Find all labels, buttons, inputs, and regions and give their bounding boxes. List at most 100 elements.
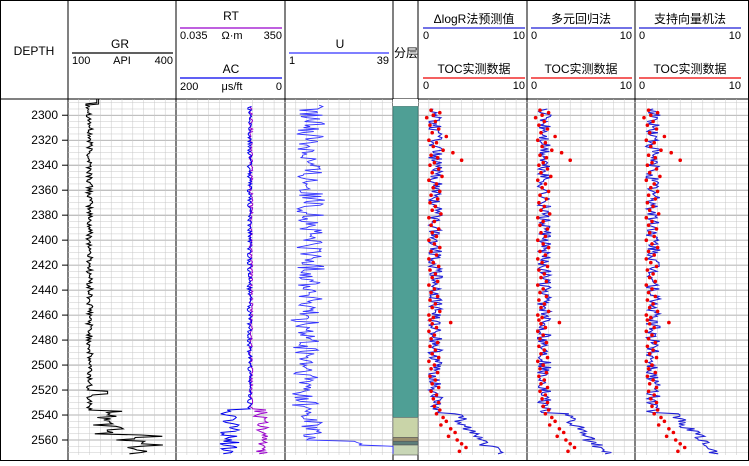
toc-measured-point xyxy=(536,359,540,364)
strata-layer xyxy=(392,437,419,442)
toc-measured-point xyxy=(434,182,439,186)
toc-measured-point xyxy=(435,155,440,160)
toc-measured-point xyxy=(539,382,543,386)
toc-measured-point xyxy=(651,378,655,382)
toc1-title: ΔlogR法预测值 xyxy=(434,11,515,26)
toc-measured-point xyxy=(655,309,660,314)
toc-measured-point xyxy=(645,318,650,322)
toc-measured-point xyxy=(439,423,443,427)
toc-measured-point xyxy=(652,182,656,186)
toc-measured-point xyxy=(652,234,656,239)
toc-measured-point xyxy=(650,219,654,224)
rt-title: RT xyxy=(223,9,239,23)
toc-measured-point xyxy=(656,423,661,427)
toc-measured-point xyxy=(435,294,440,299)
toc-measured-point xyxy=(651,119,655,124)
toc-measured-point xyxy=(538,290,542,295)
toc-measured-point xyxy=(659,415,663,420)
toc-measured-point xyxy=(539,170,543,175)
toc-measured-point xyxy=(545,355,550,360)
toc-measured-point xyxy=(538,193,542,197)
toc-measured-point xyxy=(541,287,545,291)
toc-measured-point xyxy=(428,123,432,127)
toc-measured-point xyxy=(431,144,436,149)
toc-measured-point xyxy=(561,430,566,435)
toc-measured-point xyxy=(433,272,438,276)
toc-measured-point xyxy=(438,189,442,194)
toc3-title: 支持向量机法 xyxy=(654,11,726,26)
toc-measured-point xyxy=(432,404,437,409)
toc-measured-point xyxy=(549,174,553,179)
toc-measured-point xyxy=(538,223,542,227)
depth-tick-label: 2300 xyxy=(31,108,58,122)
toc-measured-point xyxy=(430,230,435,235)
gr-top-segment xyxy=(85,99,100,106)
toc-measured-point xyxy=(533,115,538,120)
toc-measured-point xyxy=(541,160,545,165)
toc-measured-point xyxy=(540,315,544,320)
toc-measured-point xyxy=(435,340,440,345)
toc-measured-point xyxy=(536,238,540,242)
toc-measured-point xyxy=(676,449,680,454)
toc-measured-point xyxy=(647,322,652,326)
toc-measured-point xyxy=(427,215,431,220)
ac-unit: μs/ft xyxy=(221,81,242,93)
toc-measured-point xyxy=(647,230,652,235)
toc-measured-point xyxy=(448,427,453,431)
toc-measured-point xyxy=(435,370,440,375)
toc-measured-point xyxy=(427,313,431,317)
toc-measured-point xyxy=(543,182,548,186)
toc-measured-point xyxy=(649,185,653,190)
toc-prediction-curve xyxy=(644,108,719,455)
toc-measured-point xyxy=(539,305,543,310)
toc-measured-point xyxy=(441,148,445,152)
toc-measured-point xyxy=(546,309,551,314)
toc-measured-point xyxy=(545,227,550,231)
toc-measured-point xyxy=(539,322,543,326)
toc-measured-point xyxy=(644,257,649,261)
toc-measured-point xyxy=(654,355,659,360)
toc-measured-point xyxy=(658,174,662,179)
toc1-sub: TOC实测数据 xyxy=(437,61,510,76)
toc-measured-point xyxy=(653,340,658,345)
toc-measured-point xyxy=(431,185,436,190)
toc-measured-point xyxy=(645,344,650,349)
toc-measured-point xyxy=(439,212,443,216)
toc1-sub-min: 0 xyxy=(423,80,429,92)
toc-measured-point xyxy=(645,163,650,167)
toc-measured-point xyxy=(654,385,659,390)
toc-measured-point xyxy=(550,148,554,152)
toc-measured-point xyxy=(543,412,548,416)
toc-measured-point xyxy=(536,283,540,287)
toc-measured-point xyxy=(539,230,543,235)
toc-measured-point xyxy=(543,234,548,239)
toc-measured-point xyxy=(537,268,541,272)
toc-measured-point xyxy=(430,352,435,356)
toc-measured-point xyxy=(541,242,545,246)
ac-title: AC xyxy=(223,62,240,76)
toc-measured-point xyxy=(568,442,572,446)
toc-measured-point xyxy=(655,189,660,194)
toc2-min: 0 xyxy=(531,30,537,42)
toc-measured-point xyxy=(650,363,654,367)
toc-measured-point xyxy=(547,212,552,216)
toc-measured-point xyxy=(430,382,435,386)
toc-measured-point xyxy=(543,140,548,145)
toc-measured-point xyxy=(440,174,444,179)
toc-measured-point xyxy=(433,119,438,124)
toc-measured-point xyxy=(538,389,542,394)
toc2-sub-min: 0 xyxy=(531,80,537,92)
toc-measured-point xyxy=(647,130,652,135)
gr-max: 400 xyxy=(155,55,173,67)
toc-measured-point xyxy=(671,430,676,435)
toc-measured-point xyxy=(654,400,659,405)
toc-measured-point xyxy=(546,189,551,194)
toc-measured-point xyxy=(645,200,650,205)
toc-measured-point xyxy=(646,290,651,295)
toc-measured-point xyxy=(652,140,656,145)
toc-measured-point xyxy=(547,423,552,427)
toc-measured-point xyxy=(644,238,649,242)
toc-measured-point xyxy=(545,167,550,171)
